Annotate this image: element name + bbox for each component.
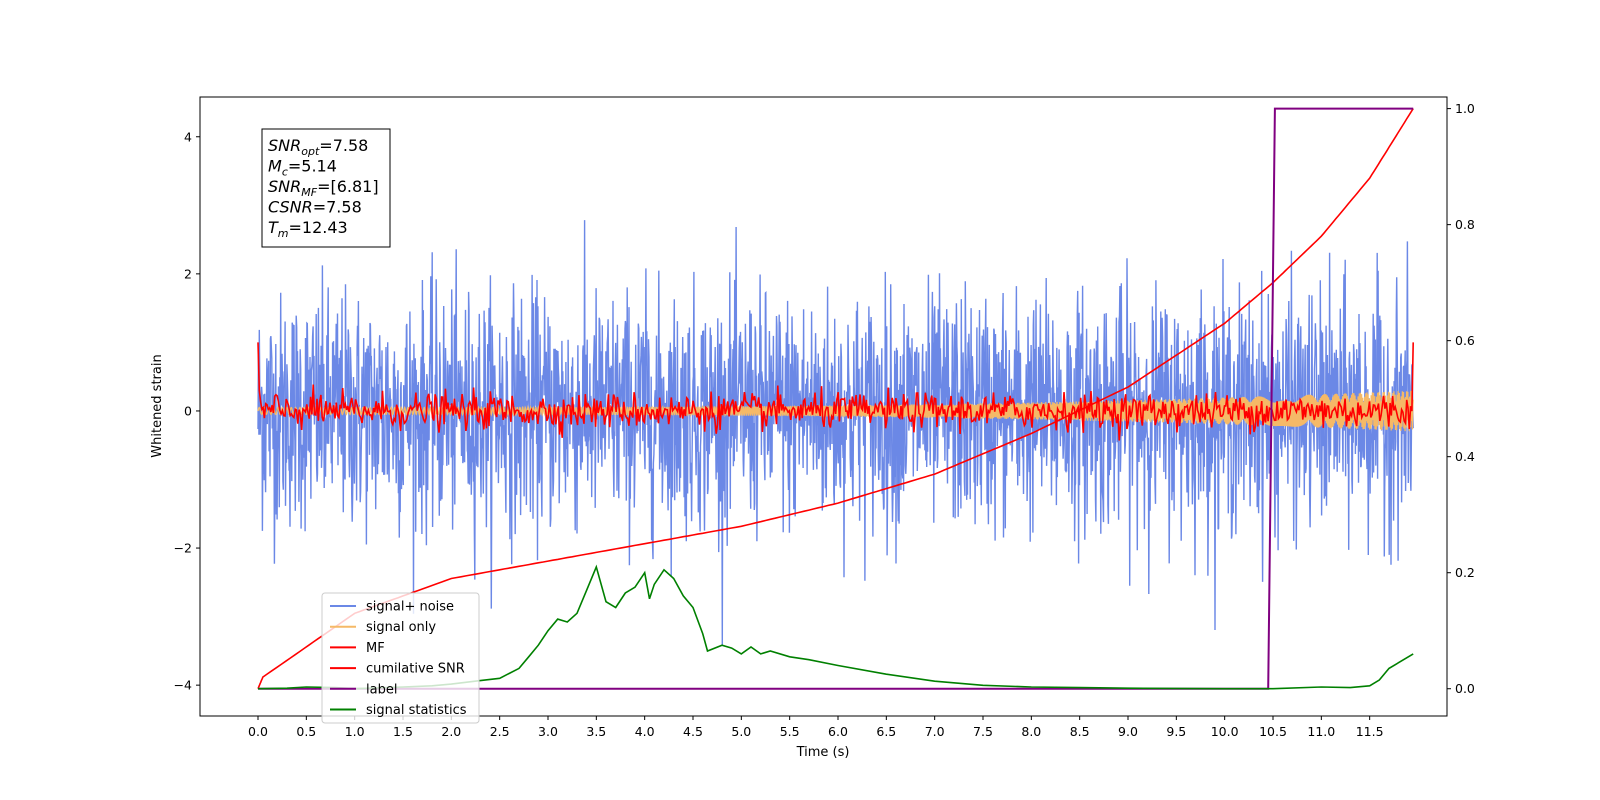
legend-label: signal only (366, 620, 436, 635)
legend: signal+ noise signal only MF cumilative SNR… (321, 592, 480, 724)
x-tick-label: 2.5 (490, 724, 510, 739)
x-tick-label: 8.0 (1021, 724, 1041, 739)
y-tick-label: −2 (174, 541, 192, 556)
info-box-frame (261, 128, 391, 248)
info-box-row: Tm=12.43 (268, 218, 348, 240)
info-box-row: Mc=5.14 (268, 157, 337, 179)
info-box-row: CSNR=7.58 (268, 198, 362, 217)
mf-series (257, 342, 1414, 441)
y-tick-label: 2 (184, 266, 192, 281)
info-value: =7.58 (313, 198, 362, 217)
legend-label: MF (366, 641, 385, 656)
y2-tick-label: 0.0 (1455, 681, 1475, 696)
x-tick-label: 4.0 (635, 724, 655, 739)
label-line (258, 107, 1414, 690)
info-label: CSNR (268, 198, 313, 217)
y-tick-label: 0 (184, 403, 192, 418)
info-label: M (268, 157, 282, 176)
legend-label: cumilative SNR (366, 662, 465, 677)
info-value: =5.14 (288, 157, 337, 176)
x-tick-label: 5.5 (780, 724, 800, 739)
info-value: =12.43 (289, 218, 348, 237)
y2-tick-label: 0.8 (1455, 217, 1475, 232)
x-tick-label: 8.5 (1070, 724, 1090, 739)
x-axis-label: Time (s) (796, 745, 850, 760)
legend-label: signal+ noise (366, 600, 454, 615)
x-tick-label: 4.5 (683, 724, 703, 739)
x-tick-label: 10.0 (1211, 724, 1239, 739)
info-label: SNR (268, 177, 301, 196)
x-tick-label: 3.0 (538, 724, 558, 739)
signal-only-line (257, 390, 1414, 432)
mf-line (257, 342, 1414, 441)
signal-noise-line (257, 220, 1414, 646)
y2-tick-label: 0.2 (1455, 565, 1475, 580)
signal-noise-series (257, 220, 1414, 646)
info-label: T (268, 218, 279, 237)
x-tick-label: 3.5 (586, 724, 606, 739)
x-tick-label: 1.5 (393, 724, 413, 739)
info-subscript: c (282, 166, 288, 179)
x-tick-label: 5.0 (731, 724, 751, 739)
x-axis: 0.0 0.5 1.0 1.5 2.0 2.5 3.0 3.5 4.0 4.5 5.0 5.5 6.0 6… (248, 716, 1384, 739)
info-box-row: SNRopt=7.58 (268, 136, 368, 158)
y-axis-label: Whitened strain (150, 354, 165, 457)
x-tick-label: 6.5 (876, 724, 896, 739)
signal-only-series (257, 390, 1414, 432)
y2-tick-label: 0.4 (1455, 449, 1475, 464)
info-label: SNR (268, 136, 301, 155)
info-subscript: opt (301, 145, 320, 158)
y-axis-right: 1.0 0.8 0.6 0.4 0.2 0.0 (1447, 101, 1475, 696)
info-value: =7.58 (319, 136, 368, 155)
info-box: SNRopt=7.58Mc=5.14SNRMF=[6.81]CSNR=7.58T… (261, 128, 391, 248)
info-subscript: MF (301, 186, 317, 199)
x-tick-label: 9.5 (1166, 724, 1186, 739)
y-tick-label: 4 (184, 129, 192, 144)
x-tick-label: 9.0 (1118, 724, 1138, 739)
signal-statistics-line (257, 564, 1414, 690)
x-tick-label: 0.0 (248, 724, 268, 739)
y-axis-left: 4 2 0 −2 −4 (174, 129, 200, 693)
y-tick-label: −4 (174, 678, 192, 693)
legend-label: label (366, 682, 397, 697)
x-tick-label: 11.0 (1307, 724, 1335, 739)
info-subscript: m (278, 227, 289, 240)
info-value: =[6.81] (317, 177, 379, 196)
plot-frame (199, 96, 1448, 717)
x-tick-label: 0.5 (296, 724, 316, 739)
y2-tick-label: 0.6 (1455, 333, 1475, 348)
x-tick-label: 6.0 (828, 724, 848, 739)
x-tick-label: 7.0 (925, 724, 945, 739)
legend-frame (321, 592, 480, 724)
info-box-row: SNRMF=[6.81] (268, 177, 379, 199)
legend-label: signal statistics (366, 703, 467, 718)
x-tick-label: 11.5 (1356, 724, 1384, 739)
y2-tick-label: 1.0 (1455, 101, 1475, 116)
x-tick-label: 10.5 (1259, 724, 1287, 739)
x-tick-label: 1.0 (345, 724, 365, 739)
x-tick-label: 7.5 (973, 724, 993, 739)
x-tick-label: 2.0 (441, 724, 461, 739)
